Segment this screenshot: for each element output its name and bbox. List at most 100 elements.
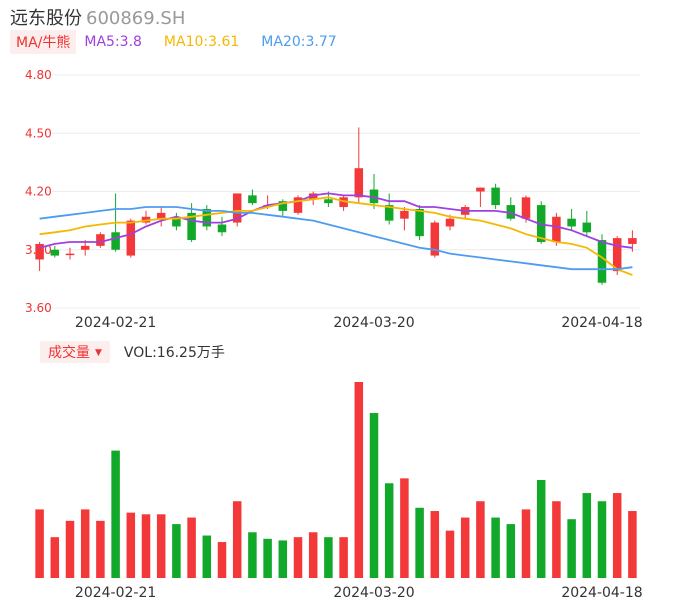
- ma10-line: [39, 196, 633, 276]
- volume-bar: [506, 524, 516, 578]
- candle-body: [217, 224, 227, 233]
- volume-bar: [400, 478, 409, 578]
- ma20-label: MA20:3.77: [261, 34, 337, 50]
- candle-body: [384, 205, 394, 221]
- volume-x-date-label: 2024-04-18: [561, 585, 642, 601]
- candle-body: [111, 232, 120, 250]
- volume-bar: [491, 517, 500, 578]
- volume-bar: [536, 480, 546, 578]
- volume-bar: [278, 540, 288, 578]
- volume-bar: [187, 517, 196, 578]
- volume-bar: [567, 519, 576, 578]
- candle-body: [126, 220, 136, 256]
- candle-body: [415, 208, 424, 237]
- volume-bar: [597, 501, 607, 578]
- candle-body: [187, 212, 196, 241]
- candle-body: [339, 197, 348, 208]
- candle-body: [506, 205, 516, 219]
- ma5-label: MA5:3.8: [84, 34, 142, 50]
- volume-bar: [430, 511, 440, 578]
- candle-body: [324, 199, 333, 204]
- volume-bar: [324, 537, 333, 578]
- stock-title: 远东股份 600869.SH: [10, 4, 185, 30]
- ma10-label: MA10:3.61: [163, 34, 240, 50]
- caret-down-icon: ▼: [95, 348, 102, 358]
- candle-body: [567, 218, 576, 227]
- volume-bar: [293, 537, 303, 578]
- candle-body: [597, 240, 607, 283]
- stock-code: 600869.SH: [86, 8, 186, 29]
- volume-bar: [232, 501, 242, 578]
- candle-body: [172, 218, 181, 227]
- volume-bar: [80, 509, 90, 578]
- candle-body: [50, 249, 60, 256]
- volume-bar: [521, 509, 531, 578]
- candle-body: [248, 195, 257, 204]
- candle-body: [430, 222, 440, 256]
- volume-bar: [50, 537, 60, 578]
- volume-x-date-label: 2024-02-21: [75, 585, 156, 601]
- candle-body: [491, 187, 500, 206]
- ma-legend: MA/牛熊 MA5:3.8 MA10:3.61 MA20:3.77: [10, 30, 359, 54]
- ma-indicator-selector[interactable]: MA/牛熊: [10, 30, 77, 54]
- candle-body: [400, 210, 409, 219]
- volume-bar: [96, 520, 105, 578]
- volume-value: VOL:16.25万手: [123, 345, 225, 361]
- candle-body: [278, 201, 288, 211]
- candle-body: [476, 187, 485, 192]
- y-tick-label: 4.80: [25, 68, 52, 82]
- candle-body: [628, 238, 637, 244]
- volume-bar: [172, 524, 181, 578]
- volume-bar: [248, 532, 257, 578]
- candle-body: [582, 222, 592, 233]
- ma5-line: [39, 192, 633, 249]
- volume-bar: [217, 542, 227, 578]
- candle-body: [141, 216, 151, 223]
- volume-bar: [339, 537, 348, 578]
- volume-bar: [263, 538, 272, 578]
- volume-bar: [156, 514, 166, 578]
- candle-body: [35, 243, 44, 260]
- volume-bar: [445, 530, 455, 578]
- ma20-line: [39, 206, 633, 271]
- volume-tag-label: 成交量: [48, 345, 90, 361]
- volume-bar: [126, 512, 136, 578]
- candle-body: [354, 168, 364, 198]
- volume-bar: [628, 511, 637, 578]
- volume-bar: [354, 382, 364, 578]
- candle-body: [521, 197, 531, 219]
- volume-bar: [582, 493, 592, 578]
- candle-body: [445, 218, 455, 227]
- volume-bar: [460, 517, 470, 578]
- volume-bar: [384, 483, 394, 578]
- volume-bar: [202, 535, 212, 578]
- y-tick-label: 4.20: [25, 185, 52, 199]
- candle-body: [202, 208, 212, 227]
- candle-body: [80, 245, 90, 250]
- volume-bar: [35, 509, 44, 578]
- candle-body: [96, 234, 105, 246]
- candle-body: [369, 189, 379, 204]
- volume-indicator-selector[interactable]: 成交量 ▼: [40, 341, 110, 363]
- candle-body: [552, 216, 561, 242]
- volume-bar: [111, 450, 120, 578]
- volume-bar: [308, 532, 318, 578]
- volume-bar: [369, 413, 379, 578]
- stock-name: 远东股份: [10, 8, 82, 29]
- candle-body: [65, 253, 75, 256]
- volume-bar: [552, 501, 561, 578]
- y-tick-label: 3.60: [25, 301, 52, 315]
- x-date-label: 2024-03-20: [333, 315, 414, 331]
- candle-body: [156, 212, 166, 219]
- x-date-label: 2024-02-21: [75, 315, 156, 331]
- candle-body: [232, 193, 242, 223]
- volume-bar: [612, 493, 622, 578]
- volume-bar: [415, 507, 424, 578]
- volume-bar: [65, 520, 75, 578]
- volume-legend: 成交量 ▼ VOL:16.25万手: [40, 341, 225, 363]
- volume-bar: [141, 514, 151, 578]
- candle-body: [293, 197, 303, 213]
- y-tick-label: 4.50: [25, 126, 52, 140]
- x-date-label: 2024-04-18: [561, 315, 642, 331]
